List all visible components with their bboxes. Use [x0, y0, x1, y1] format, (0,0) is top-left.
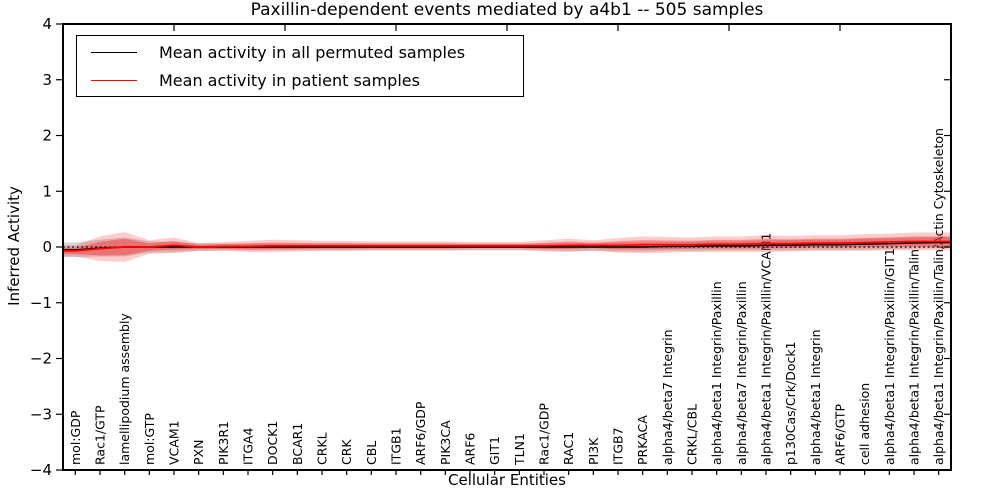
legend-label-permuted: Mean activity in all permuted samples: [159, 42, 466, 62]
mean-lines: [63, 240, 951, 252]
y-tick-label: 1: [42, 182, 52, 200]
entity-label: ITGB1: [389, 427, 404, 465]
entity-label: alpha4/beta1 Integrin/Paxillin/GIT1: [882, 248, 897, 465]
entity-label: ARF6/GDP: [413, 401, 428, 465]
entity-labels: mol:GDP Rac1/GTP lamellipodium assembly mol…: [68, 128, 946, 466]
y-tick-label: −3: [30, 405, 52, 423]
entity-label: ARF6/GTP: [833, 404, 848, 465]
entity-label: alpha4/beta1 Integrin/Paxillin/Talin/Act…: [931, 128, 946, 465]
entity-label: ITGB7: [611, 427, 626, 465]
entity-label: VCAM1: [167, 420, 182, 465]
entity-label: Rac1/GTP: [93, 405, 108, 465]
entity-label: mol:GDP: [68, 410, 83, 465]
entity-label: p130Cas/Crk/Dock1: [783, 341, 798, 465]
legend-label-patient: Mean activity in patient samples: [159, 70, 420, 90]
y-tick-label: −2: [30, 350, 52, 368]
entity-label: PI3K: [586, 437, 601, 465]
entity-label: Rac1/GDP: [537, 403, 552, 465]
entity-label: ITGA4: [241, 427, 256, 465]
entity-label: CRK: [339, 439, 354, 465]
entity-label: ARF6: [463, 433, 478, 465]
entity-label: mol:GTP: [142, 413, 157, 465]
chart-title: Paxillin-dependent events mediated by a4…: [250, 0, 764, 20]
legend-line-sample-red: [91, 79, 137, 81]
entity-label: alpha4/beta1 Integrin/Paxillin/VCAM1: [759, 233, 774, 465]
entity-label: TLN1: [512, 433, 527, 466]
y-tick-label: −1: [30, 294, 52, 312]
entity-label: PXN: [191, 440, 206, 465]
entity-label: CRKL/CBL: [685, 404, 700, 465]
entity-label: PIK3CA: [438, 420, 453, 465]
entity-label: alpha4/beta7 Integrin: [660, 329, 675, 465]
entity-label: alpha4/beta1 Integrin/Paxillin/Talin: [907, 249, 922, 465]
ytick-labels: 4 3 2 1 0 −1 −2 −3 −4: [30, 15, 52, 479]
legend-item-permuted: Mean activity in all permuted samples: [77, 39, 523, 65]
entity-label: alpha4/beta7 Integrin/Paxillin: [734, 281, 749, 465]
x-axis-label: Cellular Entities: [448, 471, 566, 489]
y-axis-label: Inferred Activity: [5, 186, 23, 306]
entity-label: alpha4/beta1 Integrin/Paxillin: [709, 281, 724, 465]
entity-label: PIK3R1: [216, 421, 231, 465]
entity-label: alpha4/beta1 Integrin: [808, 329, 823, 465]
entity-label: PRKACA: [635, 415, 650, 465]
y-tick-label: 2: [42, 127, 52, 145]
entity-label: lamellipodium assembly: [117, 313, 132, 465]
tick-marks: [56, 23, 951, 475]
entity-label: DOCK1: [265, 421, 280, 465]
y-tick-label: 0: [42, 238, 52, 256]
patient-mean-line: [63, 240, 951, 252]
entity-label: GIT1: [487, 436, 502, 465]
y-tick-label: 4: [42, 15, 52, 33]
entity-label: RAC1: [561, 432, 576, 465]
legend: Mean activity in all permuted samples Me…: [76, 35, 524, 97]
entity-label: BCAR1: [290, 423, 305, 465]
entity-label: cell adhesion: [857, 383, 872, 465]
entity-label: CBL: [364, 441, 379, 465]
legend-item-patient: Mean activity in patient samples: [77, 67, 523, 93]
y-tick-label: 3: [42, 71, 52, 89]
legend-line-sample-black: [91, 51, 137, 53]
y-tick-label: −4: [30, 461, 52, 479]
entity-label: CRKL: [315, 432, 330, 465]
